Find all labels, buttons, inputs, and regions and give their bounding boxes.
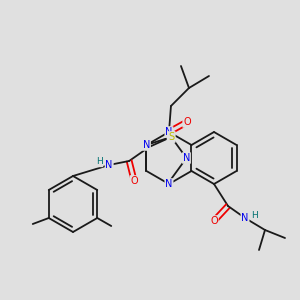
Text: N: N xyxy=(241,213,249,223)
Text: N: N xyxy=(165,179,173,189)
Text: N: N xyxy=(183,153,190,163)
Text: N: N xyxy=(165,127,173,137)
Text: O: O xyxy=(210,216,218,226)
Text: N: N xyxy=(167,132,175,142)
Text: H: H xyxy=(252,211,258,220)
Text: O: O xyxy=(183,117,191,127)
Text: N: N xyxy=(106,160,113,170)
Text: S: S xyxy=(168,132,174,142)
Text: N: N xyxy=(143,140,150,150)
Text: O: O xyxy=(130,176,138,186)
Text: H: H xyxy=(96,158,103,166)
